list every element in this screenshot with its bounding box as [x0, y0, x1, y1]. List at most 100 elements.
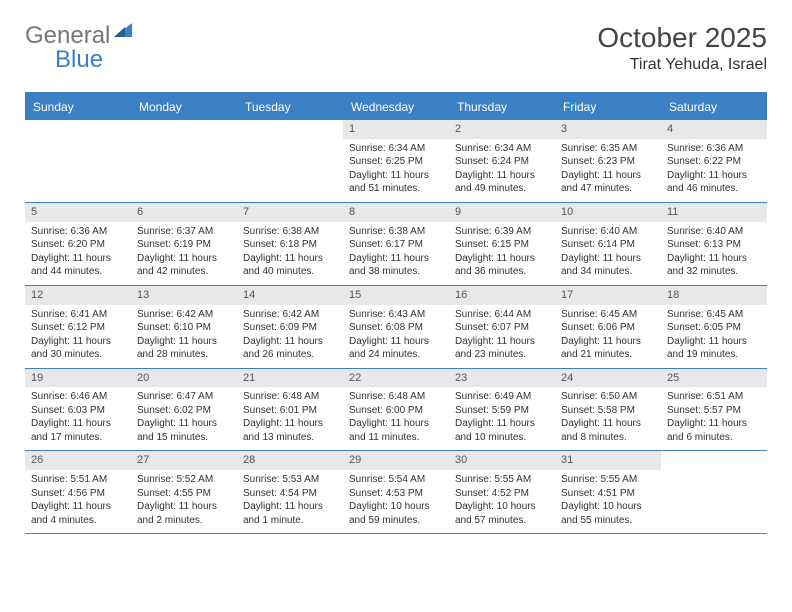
sunset-text: Sunset: 6:19 PM — [137, 238, 231, 252]
cell-body: Sunrise: 6:39 AMSunset: 6:15 PMDaylight:… — [449, 222, 555, 285]
calendar-cell: 16Sunrise: 6:44 AMSunset: 6:07 PMDayligh… — [449, 286, 555, 368]
sunrise-text: Sunrise: 5:51 AM — [31, 473, 125, 487]
week-row: 12Sunrise: 6:41 AMSunset: 6:12 PMDayligh… — [25, 286, 767, 369]
calendar-cell: 24Sunrise: 6:50 AMSunset: 5:58 PMDayligh… — [555, 369, 661, 451]
sunrise-text: Sunrise: 6:41 AM — [31, 308, 125, 322]
weeks-container: 1Sunrise: 6:34 AMSunset: 6:25 PMDaylight… — [25, 120, 767, 534]
sunset-text: Sunset: 4:53 PM — [349, 487, 443, 501]
sunrise-text: Sunrise: 6:34 AM — [349, 142, 443, 156]
calendar-cell: 6Sunrise: 6:37 AMSunset: 6:19 PMDaylight… — [131, 203, 237, 285]
cell-body: Sunrise: 6:51 AMSunset: 5:57 PMDaylight:… — [661, 387, 767, 450]
day-number: 17 — [555, 286, 661, 305]
cell-body: Sunrise: 6:37 AMSunset: 6:19 PMDaylight:… — [131, 222, 237, 285]
cell-body: Sunrise: 6:50 AMSunset: 5:58 PMDaylight:… — [555, 387, 661, 450]
sunrise-text: Sunrise: 6:36 AM — [31, 225, 125, 239]
daylight-text: Daylight: 11 hours and 40 minutes. — [243, 252, 337, 279]
cell-body: Sunrise: 5:55 AMSunset: 4:52 PMDaylight:… — [449, 470, 555, 533]
daylight-text: Daylight: 11 hours and 8 minutes. — [561, 417, 655, 444]
daylight-text: Daylight: 11 hours and 2 minutes. — [137, 500, 231, 527]
cell-body: Sunrise: 5:54 AMSunset: 4:53 PMDaylight:… — [343, 470, 449, 533]
cell-body: Sunrise: 6:45 AMSunset: 6:05 PMDaylight:… — [661, 305, 767, 368]
day-number: 22 — [343, 369, 449, 388]
sunset-text: Sunset: 6:22 PM — [667, 155, 761, 169]
sunset-text: Sunset: 4:56 PM — [31, 487, 125, 501]
sunrise-text: Sunrise: 6:42 AM — [137, 308, 231, 322]
location-label: Tirat Yehuda, Israel — [597, 56, 767, 74]
cell-body: Sunrise: 6:34 AMSunset: 6:24 PMDaylight:… — [449, 139, 555, 202]
calendar-cell: 28Sunrise: 5:53 AMSunset: 4:54 PMDayligh… — [237, 451, 343, 533]
calendar-cell: 22Sunrise: 6:48 AMSunset: 6:00 PMDayligh… — [343, 369, 449, 451]
daylight-text: Daylight: 11 hours and 10 minutes. — [455, 417, 549, 444]
sunrise-text: Sunrise: 6:46 AM — [31, 390, 125, 404]
sunset-text: Sunset: 6:15 PM — [455, 238, 549, 252]
day-header: Wednesday — [343, 94, 449, 120]
daylight-text: Daylight: 11 hours and 42 minutes. — [137, 252, 231, 279]
day-number: 25 — [661, 369, 767, 388]
day-number: 16 — [449, 286, 555, 305]
calendar-cell: 25Sunrise: 6:51 AMSunset: 5:57 PMDayligh… — [661, 369, 767, 451]
daylight-text: Daylight: 11 hours and 15 minutes. — [137, 417, 231, 444]
calendar-cell: 2Sunrise: 6:34 AMSunset: 6:24 PMDaylight… — [449, 120, 555, 202]
sunrise-text: Sunrise: 6:34 AM — [455, 142, 549, 156]
cell-body — [237, 124, 343, 133]
day-number: 9 — [449, 203, 555, 222]
daylight-text: Daylight: 11 hours and 6 minutes. — [667, 417, 761, 444]
cell-body: Sunrise: 6:36 AMSunset: 6:20 PMDaylight:… — [25, 222, 131, 285]
daylight-text: Daylight: 11 hours and 30 minutes. — [31, 335, 125, 362]
daylight-text: Daylight: 11 hours and 44 minutes. — [31, 252, 125, 279]
sunset-text: Sunset: 6:25 PM — [349, 155, 443, 169]
sunrise-text: Sunrise: 6:40 AM — [667, 225, 761, 239]
calendar-cell: 17Sunrise: 6:45 AMSunset: 6:06 PMDayligh… — [555, 286, 661, 368]
cell-body: Sunrise: 5:52 AMSunset: 4:55 PMDaylight:… — [131, 470, 237, 533]
day-number: 31 — [555, 451, 661, 470]
sunrise-text: Sunrise: 5:54 AM — [349, 473, 443, 487]
sunset-text: Sunset: 6:09 PM — [243, 321, 337, 335]
week-row: 19Sunrise: 6:46 AMSunset: 6:03 PMDayligh… — [25, 369, 767, 452]
cell-body: Sunrise: 6:40 AMSunset: 6:13 PMDaylight:… — [661, 222, 767, 285]
sunset-text: Sunset: 6:06 PM — [561, 321, 655, 335]
daylight-text: Daylight: 11 hours and 4 minutes. — [31, 500, 125, 527]
cell-body: Sunrise: 6:40 AMSunset: 6:14 PMDaylight:… — [555, 222, 661, 285]
cell-body: Sunrise: 6:46 AMSunset: 6:03 PMDaylight:… — [25, 387, 131, 450]
cell-body: Sunrise: 5:55 AMSunset: 4:51 PMDaylight:… — [555, 470, 661, 533]
calendar-cell: 8Sunrise: 6:38 AMSunset: 6:17 PMDaylight… — [343, 203, 449, 285]
cell-body — [131, 124, 237, 133]
sunrise-text: Sunrise: 6:45 AM — [561, 308, 655, 322]
day-number: 24 — [555, 369, 661, 388]
cell-body: Sunrise: 6:49 AMSunset: 5:59 PMDaylight:… — [449, 387, 555, 450]
day-header: Monday — [131, 94, 237, 120]
daylight-text: Daylight: 10 hours and 57 minutes. — [455, 500, 549, 527]
sunrise-text: Sunrise: 6:48 AM — [243, 390, 337, 404]
day-number: 8 — [343, 203, 449, 222]
day-number: 18 — [661, 286, 767, 305]
calendar-cell: 14Sunrise: 6:42 AMSunset: 6:09 PMDayligh… — [237, 286, 343, 368]
day-number: 30 — [449, 451, 555, 470]
day-number: 20 — [131, 369, 237, 388]
sunrise-text: Sunrise: 6:39 AM — [455, 225, 549, 239]
day-header: Saturday — [661, 94, 767, 120]
sunset-text: Sunset: 6:02 PM — [137, 404, 231, 418]
sunset-text: Sunset: 6:07 PM — [455, 321, 549, 335]
sunset-text: Sunset: 6:14 PM — [561, 238, 655, 252]
sunrise-text: Sunrise: 6:38 AM — [243, 225, 337, 239]
daylight-text: Daylight: 11 hours and 47 minutes. — [561, 169, 655, 196]
calendar-cell: 23Sunrise: 6:49 AMSunset: 5:59 PMDayligh… — [449, 369, 555, 451]
cell-body: Sunrise: 6:41 AMSunset: 6:12 PMDaylight:… — [25, 305, 131, 368]
calendar-cell: 13Sunrise: 6:42 AMSunset: 6:10 PMDayligh… — [131, 286, 237, 368]
sunset-text: Sunset: 4:55 PM — [137, 487, 231, 501]
sunset-text: Sunset: 6:10 PM — [137, 321, 231, 335]
day-number: 4 — [661, 120, 767, 139]
day-number: 1 — [343, 120, 449, 139]
sunset-text: Sunset: 6:13 PM — [667, 238, 761, 252]
calendar-cell: 9Sunrise: 6:39 AMSunset: 6:15 PMDaylight… — [449, 203, 555, 285]
cell-body — [25, 124, 131, 133]
week-row: 5Sunrise: 6:36 AMSunset: 6:20 PMDaylight… — [25, 203, 767, 286]
header: General October 2025 Tirat Yehuda, Israe… — [25, 22, 767, 74]
sunrise-text: Sunrise: 6:43 AM — [349, 308, 443, 322]
cell-body: Sunrise: 6:47 AMSunset: 6:02 PMDaylight:… — [131, 387, 237, 450]
daylight-text: Daylight: 11 hours and 11 minutes. — [349, 417, 443, 444]
sunset-text: Sunset: 6:17 PM — [349, 238, 443, 252]
sunset-text: Sunset: 5:58 PM — [561, 404, 655, 418]
daylight-text: Daylight: 11 hours and 26 minutes. — [243, 335, 337, 362]
daylight-text: Daylight: 11 hours and 28 minutes. — [137, 335, 231, 362]
